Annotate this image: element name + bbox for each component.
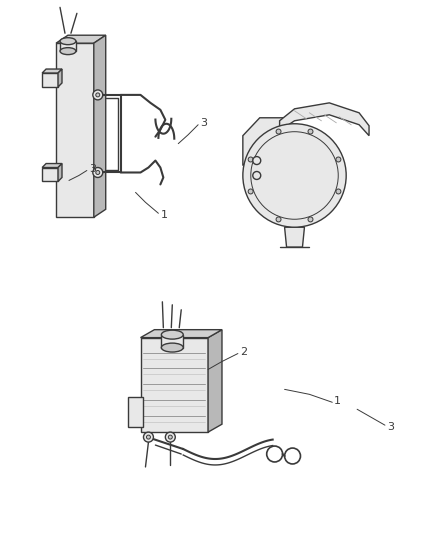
Circle shape	[93, 90, 103, 100]
Text: 1: 1	[334, 397, 341, 406]
Circle shape	[248, 189, 253, 194]
Circle shape	[336, 157, 341, 162]
Polygon shape	[243, 118, 285, 166]
Polygon shape	[42, 73, 58, 87]
Polygon shape	[285, 227, 304, 247]
Polygon shape	[161, 335, 183, 348]
Circle shape	[253, 157, 261, 165]
Polygon shape	[141, 330, 222, 337]
Polygon shape	[56, 35, 106, 43]
Text: 1: 1	[160, 210, 167, 220]
Circle shape	[248, 157, 253, 162]
Polygon shape	[42, 164, 62, 167]
Polygon shape	[58, 69, 62, 87]
Circle shape	[308, 129, 313, 134]
Text: 3: 3	[200, 118, 207, 128]
Circle shape	[308, 217, 313, 222]
Circle shape	[144, 432, 153, 442]
Text: 3: 3	[387, 422, 394, 432]
Text: 2: 2	[240, 346, 247, 357]
Circle shape	[146, 435, 150, 439]
Circle shape	[336, 189, 341, 194]
Circle shape	[96, 171, 100, 174]
Ellipse shape	[60, 47, 76, 54]
Polygon shape	[141, 337, 208, 432]
Circle shape	[93, 167, 103, 177]
Ellipse shape	[60, 38, 76, 45]
Polygon shape	[94, 35, 106, 217]
Polygon shape	[42, 69, 62, 73]
Polygon shape	[60, 41, 76, 51]
Circle shape	[165, 432, 175, 442]
Circle shape	[168, 435, 172, 439]
Ellipse shape	[161, 330, 183, 339]
Polygon shape	[127, 397, 144, 427]
Polygon shape	[56, 43, 94, 217]
Polygon shape	[58, 164, 62, 181]
Circle shape	[96, 93, 100, 97]
Circle shape	[243, 124, 346, 227]
Circle shape	[253, 172, 261, 180]
Circle shape	[276, 129, 281, 134]
Polygon shape	[42, 167, 58, 181]
Ellipse shape	[161, 343, 183, 352]
Polygon shape	[208, 330, 222, 432]
Text: 3: 3	[89, 164, 96, 174]
Polygon shape	[279, 103, 369, 136]
Circle shape	[276, 217, 281, 222]
